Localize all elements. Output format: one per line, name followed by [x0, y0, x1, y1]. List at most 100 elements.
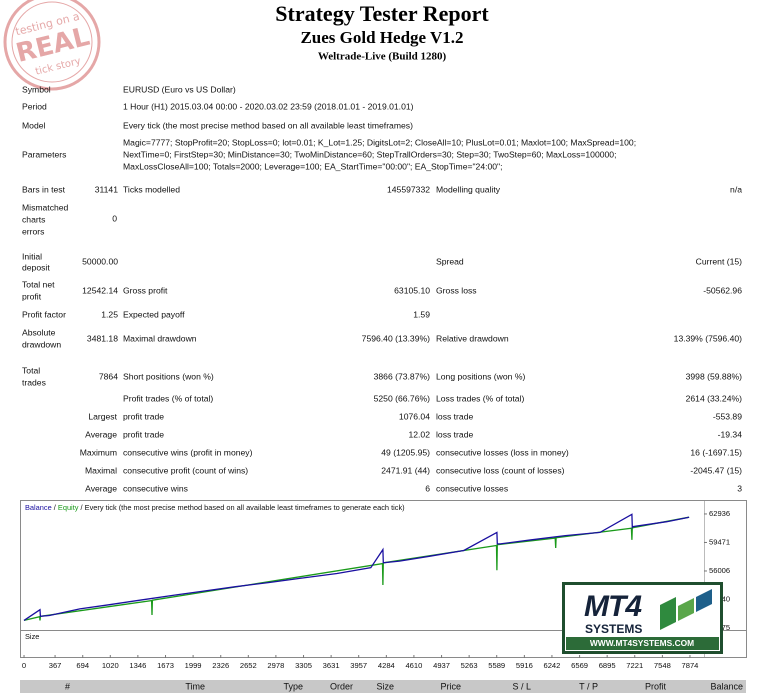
- column-header: Time: [185, 681, 205, 691]
- column-header: Balance: [710, 681, 743, 691]
- x-tick-label: 2326: [212, 661, 229, 670]
- x-tick-label: 6895: [599, 661, 616, 670]
- column-header: Order: [330, 681, 353, 691]
- server: Weltrade-Live (Build 1280): [318, 51, 447, 63]
- legend-separator: /: [81, 503, 84, 512]
- value: -553.89: [713, 411, 742, 421]
- size-label: Size: [25, 632, 39, 641]
- value: EURUSD (Euro vs US Dollar): [123, 84, 236, 94]
- label: charts: [22, 214, 45, 224]
- label: Ticks modelled: [123, 184, 180, 194]
- x-tick-label: 3305: [295, 661, 312, 670]
- label: Gross profit: [123, 285, 168, 295]
- stat-rows: Largest profit trade 1076.04 loss trade -553…: [80, 411, 742, 493]
- label: consecutive losses (loss in money): [436, 447, 569, 457]
- value: Magic=7777; StopProfit=20; StopLoss=0; l…: [123, 137, 636, 147]
- x-tick-label: 5263: [461, 661, 478, 670]
- label: Total net: [22, 279, 55, 289]
- logo-brand: MT4: [584, 590, 642, 623]
- column-header: Size: [376, 681, 394, 691]
- x-tick-label: 4284: [378, 661, 395, 670]
- label: errors: [22, 226, 44, 236]
- x-tick-label: 7548: [654, 661, 671, 670]
- value: Current (15): [696, 256, 742, 266]
- label: Maximal: [85, 465, 117, 475]
- value: Every tick (the most precise method base…: [123, 120, 413, 130]
- value: 63105.10: [394, 285, 430, 295]
- value: 49 (1205.95): [381, 447, 430, 457]
- label: Parameters: [22, 149, 66, 159]
- label: profit trade: [123, 429, 164, 439]
- y-tick-label: 59471: [709, 537, 730, 546]
- column-header: Price: [440, 681, 461, 691]
- column-header: Profit: [645, 681, 667, 691]
- column-header: #: [65, 681, 70, 691]
- logo-bar: [678, 598, 694, 621]
- value: 145597332: [387, 184, 430, 194]
- label: consecutive loss (count of losses): [436, 465, 565, 475]
- value: MaxLossCloseAll=100; Totals=2000; Levera…: [123, 161, 503, 171]
- x-tick-label: 2652: [240, 661, 257, 670]
- label: Model: [22, 120, 45, 130]
- x-tick-label: 1346: [129, 661, 146, 670]
- label: loss trade: [436, 429, 473, 439]
- chart-note: Every tick (the most precise method base…: [85, 503, 405, 512]
- value: 5250 (66.76%): [374, 393, 431, 403]
- logo: MT4 SYSTEMS WWW.MT4SYSTEMS.COM: [562, 582, 723, 654]
- x-tick-label: 4937: [433, 661, 450, 670]
- label: consecutive wins (profit in money): [123, 447, 253, 457]
- x-tick-label: 1999: [185, 661, 202, 670]
- value: 3: [737, 483, 742, 493]
- value: -19.34: [718, 429, 743, 439]
- stamp-ring: [3, 0, 101, 91]
- label: trades: [22, 377, 46, 387]
- subtitle: Zues Gold Hedge V1.2: [300, 28, 463, 47]
- label: Short positions (won %): [123, 371, 214, 381]
- value: n/a: [730, 184, 742, 194]
- x-tick-label: 7221: [626, 661, 643, 670]
- stamp-ring: [11, 1, 93, 83]
- table-header: # Time Type Order Size Price S / L T / P Profit B…: [65, 681, 743, 691]
- label: Mismatched: [22, 202, 69, 212]
- label: Modelling quality: [436, 184, 501, 194]
- label: deposit: [22, 262, 50, 272]
- logo-name: SYSTEMS: [585, 622, 642, 636]
- x-tick-label: 6569: [571, 661, 588, 670]
- value: 0: [112, 213, 117, 223]
- label: drawdown: [22, 339, 61, 349]
- value: 7864: [99, 371, 118, 381]
- value: 50000.00: [82, 256, 118, 266]
- value: NextTime=0; FirstStep=30; MinDistance=30…: [123, 149, 616, 159]
- table-header-bg: [20, 680, 746, 693]
- column-header: Type: [283, 681, 303, 691]
- x-tick-label: 3631: [323, 661, 340, 670]
- label: Loss trades (% of total): [436, 393, 525, 403]
- value: 12.02: [408, 429, 430, 439]
- value: 12542.14: [82, 285, 118, 295]
- value: -50562.96: [703, 285, 742, 295]
- x-tick-label: 4610: [405, 661, 422, 670]
- value: 6: [425, 483, 430, 493]
- label: Maximal drawdown: [123, 333, 197, 343]
- logo-bar: [660, 597, 676, 630]
- value: 1 Hour (H1) 2015.03.04 00:00 - 2020.03.0…: [123, 101, 414, 111]
- x-tick-label: 367: [49, 661, 62, 670]
- logo-bar: [696, 589, 712, 612]
- column-header: S / L: [512, 681, 531, 691]
- label: profit trade: [123, 411, 164, 421]
- label: Long positions (won %): [436, 371, 525, 381]
- legend-entry: Equity: [58, 503, 79, 512]
- column-header: T / P: [579, 681, 598, 691]
- logo-band: [566, 637, 719, 650]
- x-tick-label: 2978: [267, 661, 284, 670]
- x-tick-label: 5589: [488, 661, 505, 670]
- chart-legend: Balance / Equity / Every tick (the most …: [25, 503, 405, 512]
- label: Initial: [22, 251, 42, 261]
- value: 1.25: [101, 309, 118, 319]
- value: -2045.47 (15): [690, 465, 742, 475]
- value: 31141: [95, 184, 118, 194]
- label: Profit trades (% of total): [123, 393, 213, 403]
- x-tick-label: 5916: [516, 661, 533, 670]
